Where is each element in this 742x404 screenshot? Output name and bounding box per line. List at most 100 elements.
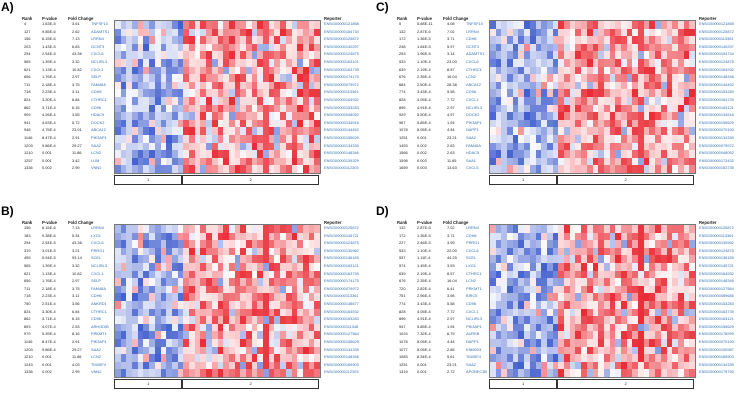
cell-ens[interactable]: ENSG00000179750 (699, 369, 734, 375)
cell-gene[interactable]: FAM46A (466, 142, 481, 148)
cell-gene[interactable]: SCEL (466, 255, 477, 261)
cell-gene[interactable]: LRRN4 (466, 28, 479, 34)
cell-ens[interactable]: ENSG00000155629 (699, 119, 734, 125)
cell-gene[interactable]: SAA1 (466, 157, 476, 163)
cell-ens[interactable]: ENSG00000163121 (699, 316, 734, 322)
cell-ens[interactable]: ENSG00000048052 (324, 112, 359, 118)
cell-ens[interactable]: ENSG00000134339 (699, 361, 734, 367)
cell-gene[interactable]: LXG1 (466, 263, 476, 268)
cell-ens[interactable]: ENSG00000136155 (699, 255, 734, 261)
cell-gene[interactable]: CXCL6 (91, 51, 104, 57)
cell-ens[interactable]: ENSG00000124875 (324, 240, 359, 246)
cell-gene[interactable]: ABCA12 (91, 127, 106, 133)
cell-gene[interactable]: FAM46A (91, 81, 106, 87)
cell-gene[interactable]: GCNT3 (466, 43, 480, 49)
cell-gene[interactable]: LXG1 (91, 232, 101, 238)
cell-ens[interactable]: ENSG00000164932 (324, 308, 359, 314)
cell-gene[interactable]: PIK3AP1 (466, 323, 482, 329)
cell-gene[interactable]: CXCL5 (466, 165, 479, 171)
cell-ens[interactable]: ENSG00000155629 (324, 135, 359, 140)
cell-gene[interactable]: ARHGDIB (91, 323, 109, 329)
cell-gene[interactable]: DAPP1 (466, 127, 479, 133)
cell-gene[interactable]: LCN2 (466, 74, 476, 80)
cell-gene[interactable]: ANKRD1 (91, 301, 107, 306)
cell-ens[interactable]: ENSG00000153283 (699, 301, 734, 306)
cell-gene[interactable]: FAM46A (91, 285, 106, 291)
cell-gene[interactable]: NCLIRL3 (466, 104, 483, 110)
cell-gene[interactable]: LRRN4 (91, 225, 104, 230)
cell-gene[interactable]: SAA2 (91, 346, 101, 352)
cell-ens[interactable]: ENSG00000173432 (699, 157, 734, 163)
cell-ens[interactable]: ENSG00000124875 (324, 51, 359, 57)
cell-ens[interactable]: ENSG00000134516 (324, 119, 359, 125)
cell-gene[interactable]: LUM (91, 157, 100, 163)
cell-ens[interactable]: ENSG00000112303 (324, 165, 359, 171)
cell-ens[interactable]: ENSG00000163121 (324, 59, 359, 64)
cell-ens[interactable]: ENSG00000153283 (699, 89, 734, 95)
cell-ens[interactable]: ENSG00000112303 (324, 369, 359, 375)
cell-ens[interactable]: ENSG00000048052 (699, 150, 734, 156)
cell-ens[interactable]: ENSG00000127564 (699, 285, 734, 291)
cell-gene[interactable]: NCLIRL3 (91, 263, 108, 268)
cell-ens[interactable]: ENSG00000134339 (324, 346, 359, 352)
cell-gene[interactable]: SAA2 (466, 135, 476, 140)
cell-ens[interactable]: ENSG00000144452 (699, 81, 734, 87)
cell-gene[interactable]: SELP (91, 74, 101, 80)
cell-gene[interactable]: ADAMTS1 (91, 28, 110, 34)
cell-gene[interactable]: SAA2 (91, 142, 101, 148)
cell-ens[interactable]: ENSG00000113361 (324, 293, 359, 299)
cell-ens[interactable]: ENSG00000163121 (324, 263, 359, 268)
cell-gene[interactable]: DOCK2 (466, 112, 480, 118)
cell-gene[interactable]: CXCL6 (91, 240, 104, 246)
cell-ens[interactable]: ENSG00000100987 (699, 346, 734, 352)
cell-gene[interactable]: PRKMT1 (91, 331, 107, 337)
cell-ens[interactable]: ENSG00000163739 (324, 270, 359, 276)
cell-gene[interactable]: LCN2 (91, 150, 101, 156)
cell-gene[interactable]: HDAC9 (466, 150, 480, 156)
cell-gene[interactable]: LRRN4 (91, 36, 104, 42)
cell-ens[interactable]: ENSG00000148346 (699, 74, 734, 80)
cell-ens[interactable]: ENSG00000155629 (324, 339, 359, 344)
cell-ens[interactable]: ENSG00000164932 (699, 66, 734, 72)
cell-gene[interactable]: GCNT3 (91, 43, 105, 49)
cell-gene[interactable]: CDH6 (466, 232, 477, 238)
cell-ens[interactable]: ENSG00000178999 (699, 331, 734, 337)
cell-ens[interactable]: ENSG00000163121 (699, 104, 734, 110)
cell-ens[interactable]: ENSG00000121858 (324, 21, 359, 26)
cell-gene[interactable]: NCLIRL3 (91, 59, 108, 64)
cell-ens[interactable]: ENSG00000153283 (324, 316, 359, 322)
cell-ens[interactable]: ENSG00000130962 (699, 240, 734, 246)
cell-ens[interactable]: ENSG00000140297 (324, 43, 359, 49)
cell-gene[interactable]: CTHRC1 (91, 308, 107, 314)
cell-ens[interactable]: ENSG00000169903 (324, 361, 359, 367)
cell-gene[interactable]: APOBEC3B (466, 369, 487, 375)
cell-ens[interactable]: ENSG00000163739 (699, 97, 734, 102)
cell-gene[interactable]: CTHRC1 (466, 270, 482, 276)
cell-gene[interactable]: CDH6 (91, 293, 102, 299)
cell-ens[interactable]: ENSG00000169903 (699, 354, 734, 360)
cell-ens[interactable]: ENSG00000163735 (699, 165, 734, 171)
cell-gene[interactable]: PIK3AP1 (91, 135, 107, 140)
cell-gene[interactable]: TM4SF4 (466, 354, 481, 360)
cell-ens[interactable]: ENSG00000164932 (324, 97, 359, 102)
cell-ens[interactable]: ENSG00000148677 (324, 301, 359, 306)
cell-gene[interactable]: PIK3AP1 (466, 119, 482, 125)
cell-gene[interactable]: AURKB (466, 331, 480, 337)
cell-ens[interactable]: ENSG00000148346 (699, 278, 734, 284)
cell-ens[interactable]: ENSG00000153283 (324, 104, 359, 110)
cell-ens[interactable]: ENSG00000155629 (699, 323, 734, 329)
cell-ens[interactable]: ENSG00000163739 (324, 66, 359, 72)
cell-gene[interactable]: CD96 (466, 301, 476, 306)
cell-ens[interactable]: ENSG00000111348 (324, 323, 359, 329)
cell-gene[interactable]: CXCL1 (91, 66, 104, 72)
cell-ens[interactable]: ENSG00000148346 (324, 150, 359, 156)
cell-ens[interactable]: ENSG00000125872 (699, 28, 734, 34)
cell-ens[interactable]: ENSG00000174175 (324, 74, 359, 80)
cell-gene[interactable]: ADAMTS1 (466, 51, 485, 57)
cell-gene[interactable]: TNFSF10 (466, 21, 483, 26)
cell-ens[interactable]: ENSG00000113361 (699, 36, 734, 42)
cell-ens[interactable]: ENSG00000145721 (324, 232, 359, 238)
cell-gene[interactable]: LCN2 (466, 278, 476, 284)
cell-gene[interactable]: CD96 (91, 316, 101, 322)
cell-ens[interactable]: ENSG00000163739 (699, 308, 734, 314)
